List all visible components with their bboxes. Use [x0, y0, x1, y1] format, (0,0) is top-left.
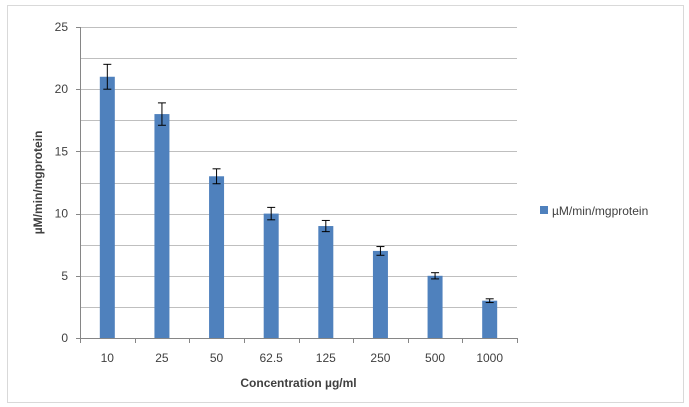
bar — [372, 250, 388, 338]
x-tick-label: 250 — [370, 351, 390, 365]
bar — [209, 176, 225, 338]
bar — [263, 213, 279, 338]
x-tick-label: 62.5 — [260, 351, 284, 365]
x-tick-label: 500 — [425, 351, 445, 365]
bar — [154, 114, 170, 338]
x-tick-label: 10 — [101, 351, 115, 365]
legend: µM/min/mgprotein — [540, 204, 648, 218]
bar — [99, 76, 115, 338]
y-tick-label: 15 — [55, 144, 69, 158]
y-tick-label: 5 — [61, 269, 68, 283]
chart-area — [7, 5, 684, 403]
y-tick-label: 20 — [55, 82, 69, 96]
y-tick-label: 25 — [55, 20, 69, 34]
bar — [318, 226, 334, 338]
y-tick-label: 0 — [61, 331, 68, 345]
bar — [427, 275, 443, 338]
bar — [482, 300, 498, 338]
y-tick-label: 10 — [55, 207, 69, 221]
axes — [76, 27, 518, 343]
x-tick-label: 1000 — [476, 351, 503, 365]
gridlines — [80, 27, 517, 308]
x-tick-label: 125 — [316, 351, 336, 365]
legend-swatch — [540, 206, 548, 214]
x-axis-title: Concentration µg/ml — [240, 376, 356, 390]
error-bars — [103, 63, 494, 304]
y-axis-title: µM/min/mgprotein — [31, 131, 45, 235]
x-tick-label: 50 — [210, 351, 224, 365]
bars — [99, 76, 498, 338]
tick-labels: 0 5 10 15 20 25 10 25 50 62.5 125 250 500 1000 — [55, 20, 504, 365]
legend-label: µM/min/mgprotein — [552, 204, 648, 218]
x-tick-label: 25 — [155, 351, 169, 365]
